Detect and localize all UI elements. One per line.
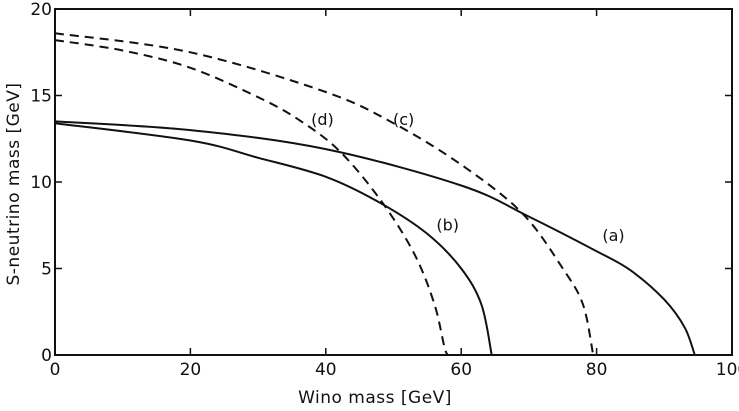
y-tick-label: 15 [30,87,52,107]
x-tick-label: 0 [50,360,61,380]
plot-frame [54,8,733,356]
series-label-c: (c) [393,110,414,129]
y-tick-label: 20 [30,0,52,20]
y-tick-labels: 0 5 10 15 20 [30,0,52,366]
x-tick-labels: 0 20 40 60 80 100 [50,360,739,380]
series-label-b: (b) [436,215,459,234]
curves [54,32,696,356]
series-label-a: (a) [602,226,624,245]
x-tick-label: 40 [315,360,337,380]
y-tick-label: 5 [41,260,52,280]
x-tick-label: 20 [180,360,202,380]
y-tick-label: 10 [30,173,52,193]
plot-area [54,8,733,356]
y-axis-label: S-neutrino mass [GeV] [4,82,24,285]
series-line-c [54,32,595,356]
x-axis-label: Wino mass [GeV] [298,388,452,408]
x-tick-label: 100 [716,360,739,380]
series-line-b [54,122,493,356]
y-tick-label: 0 [41,346,52,366]
series-line-a [54,120,696,356]
series-line-d [54,39,449,356]
curve-labels: (a) (b) (c) (d) [311,110,625,245]
series-label-d: (d) [311,110,334,129]
x-tick-label: 80 [586,360,608,380]
x-tick-label: 60 [450,360,472,380]
